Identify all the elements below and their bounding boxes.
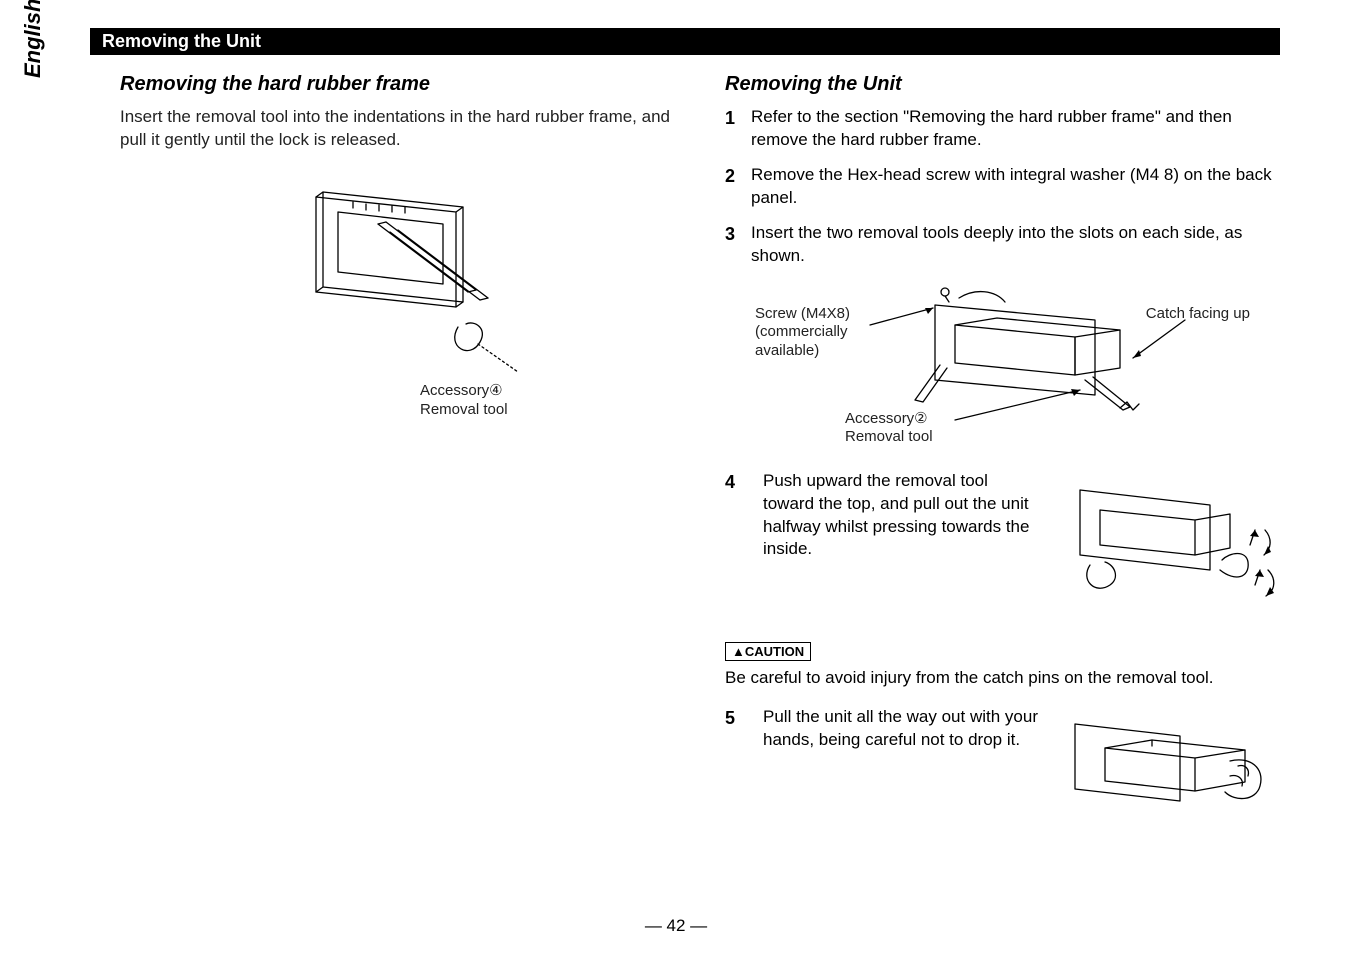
steps-list: 1 Refer to the section "Removing the har… bbox=[725, 106, 1280, 268]
step3-svg bbox=[725, 280, 1285, 460]
step-2: 2 Remove the Hex-head screw with integra… bbox=[725, 164, 1280, 210]
step-1-text: Refer to the section "Removing the hard … bbox=[751, 106, 1280, 152]
section-title-bar: Removing the Unit bbox=[90, 28, 1280, 55]
step5-svg bbox=[1050, 706, 1280, 846]
step-3-text: Insert the two removal tools deeply into… bbox=[751, 222, 1280, 268]
figure-step5 bbox=[1050, 706, 1280, 846]
page-content: Removing the Unit Removing the hard rubb… bbox=[90, 28, 1280, 858]
step-4-num: 4 bbox=[725, 470, 751, 494]
step4-svg bbox=[1050, 470, 1280, 630]
step-1-num: 1 bbox=[725, 106, 751, 130]
right-column: Removing the Unit 1 Refer to the section… bbox=[725, 73, 1280, 858]
caution-label: ▲CAUTION bbox=[725, 642, 811, 661]
figure-step4 bbox=[1050, 470, 1280, 630]
caution-text: Be careful to avoid injury from the catc… bbox=[725, 667, 1280, 690]
caution-block: ▲CAUTION Be careful to avoid injury from… bbox=[725, 642, 1280, 690]
left-column: Removing the hard rubber frame Insert th… bbox=[120, 73, 675, 858]
left-subheading: Removing the hard rubber frame bbox=[120, 73, 675, 96]
step-3-num: 3 bbox=[725, 222, 751, 246]
step-5: 5 Pull the unit all the way out with you… bbox=[725, 706, 1280, 846]
step-5-num: 5 bbox=[725, 706, 751, 730]
step-4: 4 Push upward the removal tool toward th… bbox=[725, 470, 1280, 630]
figure-step3: Screw (M4X8) (commercially available) Ca… bbox=[725, 280, 1280, 460]
step-2-text: Remove the Hex-head screw with integral … bbox=[751, 164, 1280, 210]
step-1: 1 Refer to the section "Removing the har… bbox=[725, 106, 1280, 152]
page-number: — 42 — bbox=[0, 916, 1352, 936]
step-3: 3 Insert the two removal tools deeply in… bbox=[725, 222, 1280, 268]
right-subheading: Removing the Unit bbox=[725, 73, 1280, 96]
two-column-layout: Removing the hard rubber frame Insert th… bbox=[90, 73, 1280, 858]
step-5-text: Pull the unit all the way out with your … bbox=[763, 706, 1038, 752]
language-tab: English bbox=[20, 0, 46, 78]
rubber-frame-svg bbox=[218, 172, 578, 432]
step-2-num: 2 bbox=[725, 164, 751, 188]
left-intro-text: Insert the removal tool into the indenta… bbox=[120, 106, 675, 152]
step-4-text: Push upward the removal tool toward the … bbox=[763, 470, 1038, 562]
